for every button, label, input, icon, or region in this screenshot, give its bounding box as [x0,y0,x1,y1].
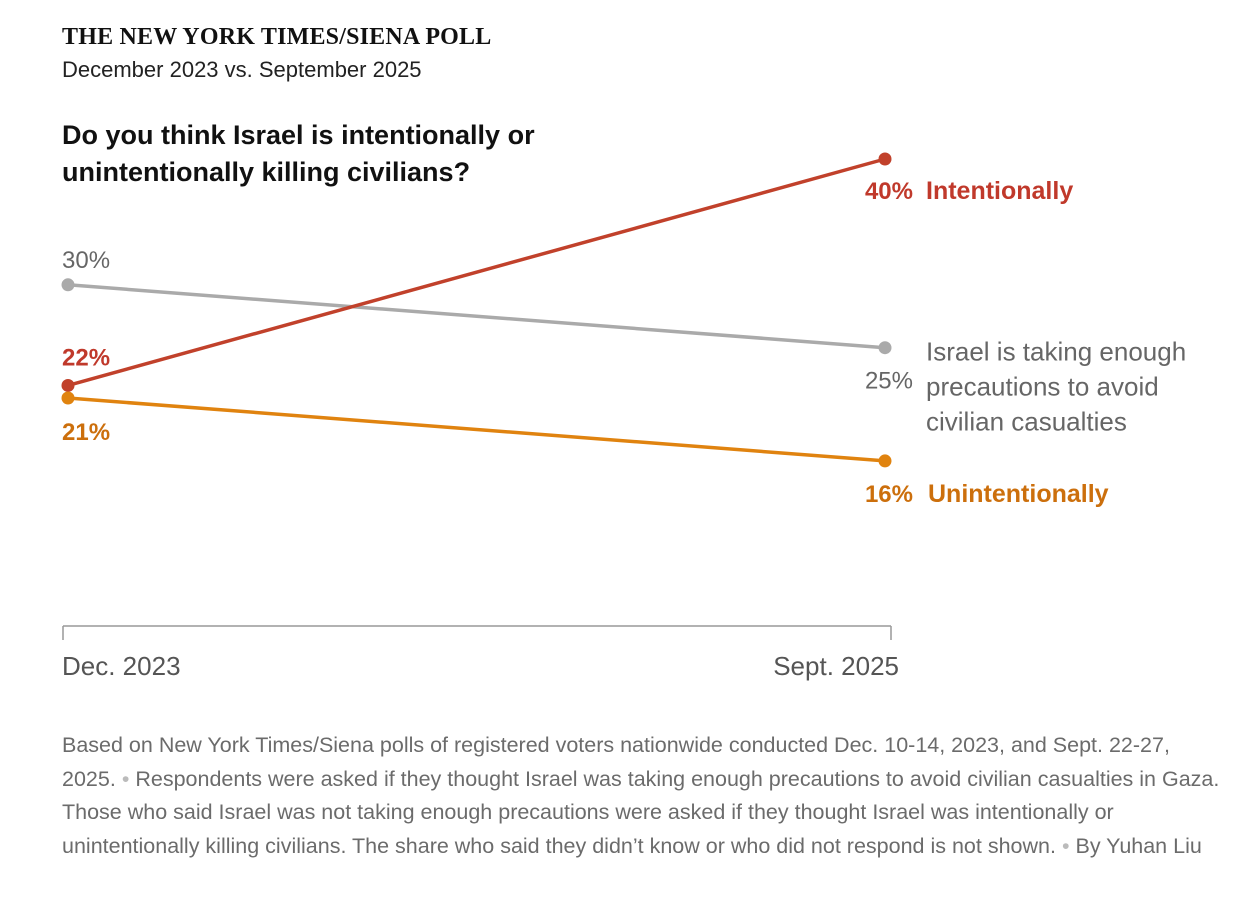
data-point [61,278,75,292]
kicker: THE NEW YORK TIMES/SIENA POLL [62,24,492,50]
series-israel: 30% 25% Israel is taking enough precautions… [61,247,1186,437]
separator: • [1061,833,1070,858]
x-tick-label: Sept. 2025 [773,651,899,681]
data-point [878,152,892,166]
value-label: 16% [865,481,913,508]
series-label: Israel is taking enough [926,337,1186,367]
series-intentionally: 22% 40% Intentionally [61,152,1073,392]
series-line [67,157,886,388]
value-label: 25% [865,368,913,395]
data-point [878,341,892,355]
value-label: 22% [62,344,110,371]
data-point [61,391,75,405]
byline: By Yuhan Liu [1075,833,1202,858]
series-label: Unintentionally [928,480,1109,508]
series-label: Intentionally [926,177,1073,205]
separator: • [121,766,130,791]
x-axis: Dec. 2023 Sept. 2025 [62,625,899,681]
series-line [67,396,886,463]
series-label: civilian casualties [926,407,1127,437]
value-label: 40% [865,178,913,205]
note-text: Respondents were asked if they thought I… [62,766,1220,858]
series-line [67,283,886,350]
x-tick-label: Dec. 2023 [62,651,181,681]
data-point [878,454,892,468]
series-unintentionally: 21% 16% Unintentionally [61,391,1109,508]
series-label: precautions to avoid [926,372,1159,402]
chart-title: Do you think Israel is intentionally or … [62,120,535,187]
value-label: 30% [62,247,110,274]
subtitle: December 2023 vs. September 2025 [62,57,422,82]
value-label: 21% [62,419,110,446]
source-note: Based on New York Times/Siena polls of r… [62,729,1232,863]
data-point [61,378,75,392]
note-text: Based on New York Times/Siena polls of r… [62,733,1170,791]
